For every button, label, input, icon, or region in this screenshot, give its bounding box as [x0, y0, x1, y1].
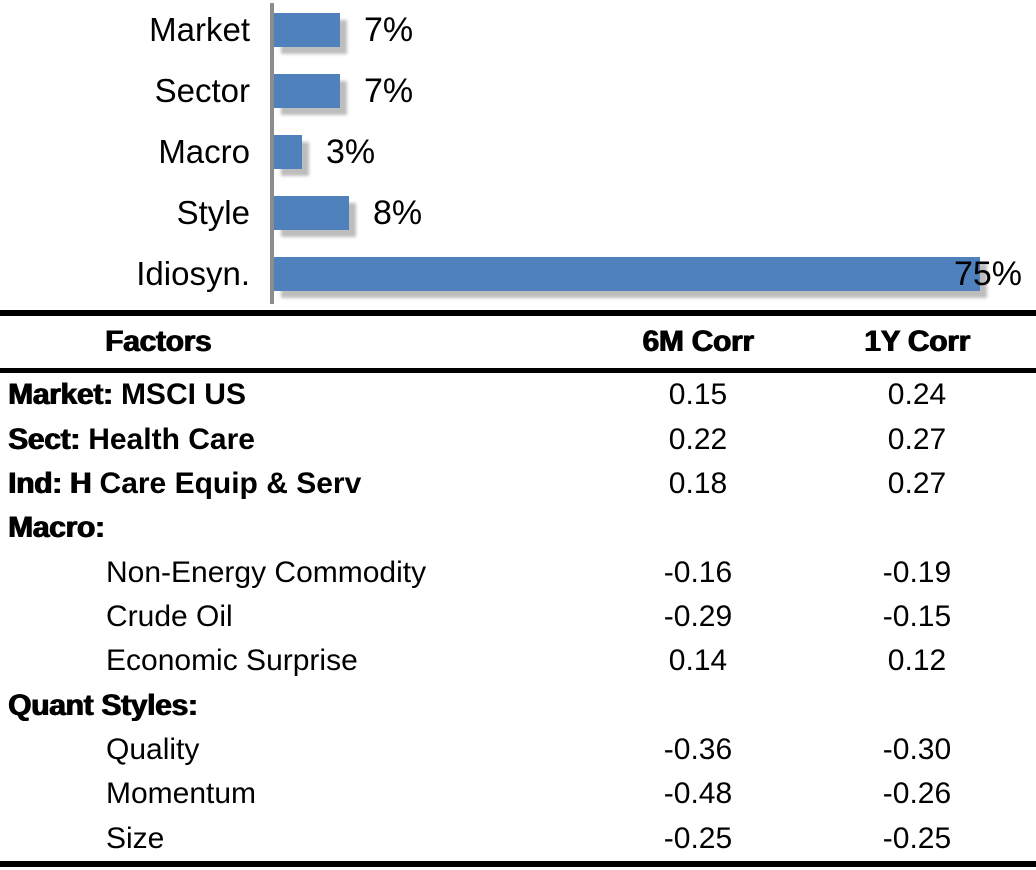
factor-name: Momentum — [106, 777, 257, 811]
factor-label: Market: MSCI US — [0, 378, 598, 412]
chart-category-label: Sector — [154, 72, 250, 109]
chart-bar — [274, 196, 349, 230]
chart-axis-line — [270, 3, 274, 304]
corr-1y-cell: 0.12 — [887, 644, 947, 678]
chart-value-label: 7% — [364, 72, 414, 110]
header-1y-corr: 1Y Corr — [864, 325, 970, 358]
header-6m-corr: 6M Corr — [642, 325, 754, 358]
factor-prefix: Ind: H — [8, 466, 92, 500]
table-row: Ind: H Care Equip & Serv 0.18 0.27 — [0, 462, 1036, 506]
corr-6m-cell: 0.18 — [668, 466, 728, 500]
factor-label: Macro: — [0, 511, 598, 545]
corr-1y-cell: -0.30 — [882, 733, 952, 767]
factor-name: Quality — [106, 733, 200, 767]
chart-bar — [274, 257, 980, 291]
factor-name: Economic Surprise — [106, 644, 358, 678]
corr-6m-cell: -0.36 — [663, 733, 733, 767]
factor-label: Quality — [0, 733, 598, 767]
factor-name: MSCI US — [112, 378, 246, 412]
factor-label: Economic Surprise — [0, 644, 598, 678]
corr-1y-cell: -0.19 — [882, 555, 952, 589]
corr-1y-cell: -0.15 — [882, 599, 952, 633]
chart-row: Macro 3% — [0, 133, 1036, 171]
factor-label: Ind: H Care Equip & Serv — [0, 467, 598, 501]
table-row: Economic Surprise 0.14 0.12 — [0, 639, 1036, 683]
table-header-row: Factors 6M Corr 1Y Corr — [0, 316, 1036, 368]
factor-prefix: Sect: — [8, 422, 80, 456]
table-row: Quant Styles: — [0, 684, 1036, 728]
corr-1y-cell: 0.24 — [887, 378, 947, 412]
table-row: Size -0.25 -0.25 — [0, 817, 1036, 861]
factor-label: Non-Energy Commodity — [0, 556, 598, 590]
corr-6m-cell: 0.15 — [668, 378, 728, 412]
chart-row: Style 8% — [0, 194, 1036, 232]
factor-name: Crude Oil — [106, 599, 233, 633]
factor-prefix: Macro: — [8, 511, 105, 545]
table-row: Non-Energy Commodity -0.16 -0.19 — [0, 551, 1036, 595]
table-bottom-rule — [0, 861, 1036, 867]
factor-label: Crude Oil — [0, 600, 598, 634]
factor-label: Quant Styles: — [0, 689, 598, 723]
corr-6m-cell: -0.16 — [663, 555, 733, 589]
chart-value-label: 8% — [373, 194, 423, 232]
factor-prefix: Market: — [8, 378, 113, 412]
corr-1y-cell: 0.27 — [887, 422, 947, 456]
factor-label: Sect: Health Care — [0, 423, 598, 457]
factor-name: Health Care — [79, 422, 255, 456]
factor-prefix: Quant Styles: — [8, 688, 198, 722]
table-header-rule — [0, 368, 1036, 373]
corr-6m-cell: 0.22 — [668, 422, 728, 456]
chart-category-label: Style — [176, 194, 250, 231]
factor-name: Care Equip & Serv — [91, 466, 362, 500]
chart-bar — [274, 135, 302, 169]
table-row: Crude Oil -0.29 -0.15 — [0, 595, 1036, 639]
table-top-rule — [0, 310, 1036, 316]
corr-6m-cell: -0.29 — [663, 599, 733, 633]
corr-1y-cell: 0.27 — [887, 466, 947, 500]
chart-row: Idiosyn. 75% — [0, 255, 1036, 293]
chart-category-label: Macro — [158, 133, 250, 170]
risk-decomposition-bar-chart: Market 7% Sector 7% Macro 3% Style 8% Idiosyn. 75… — [0, 0, 1036, 306]
chart-value-label: 3% — [326, 133, 376, 171]
table-row: Quality -0.36 -0.30 — [0, 728, 1036, 772]
chart-category-label: Market — [149, 11, 250, 48]
factor-name: Non-Energy Commodity — [106, 555, 427, 589]
corr-1y-cell: -0.26 — [882, 777, 952, 811]
chart-row: Sector 7% — [0, 72, 1036, 110]
corr-6m-cell: 0.14 — [668, 644, 728, 678]
chart-row: Market 7% — [0, 11, 1036, 49]
factor-name: Size — [106, 821, 165, 855]
factor-correlation-table-body: Market: MSCI US 0.15 0.24 Sect: Health Care… — [0, 373, 1036, 861]
chart-category-label: Idiosyn. — [136, 255, 250, 292]
chart-bar — [274, 74, 340, 108]
factor-label: Size — [0, 822, 598, 856]
table-row: Sect: Health Care 0.22 0.27 — [0, 418, 1036, 462]
corr-6m-cell: -0.48 — [663, 777, 733, 811]
chart-value-label: 75% — [953, 255, 1022, 293]
table-row: Market: MSCI US 0.15 0.24 — [0, 373, 1036, 417]
chart-bar — [274, 13, 340, 47]
header-factors: Factors — [105, 325, 212, 358]
factor-label: Momentum — [0, 777, 598, 811]
corr-6m-cell: -0.25 — [663, 821, 733, 855]
chart-value-label: 7% — [364, 11, 414, 49]
table-row: Momentum -0.48 -0.26 — [0, 772, 1036, 816]
corr-1y-cell: -0.25 — [882, 821, 952, 855]
table-row: Macro: — [0, 506, 1036, 550]
